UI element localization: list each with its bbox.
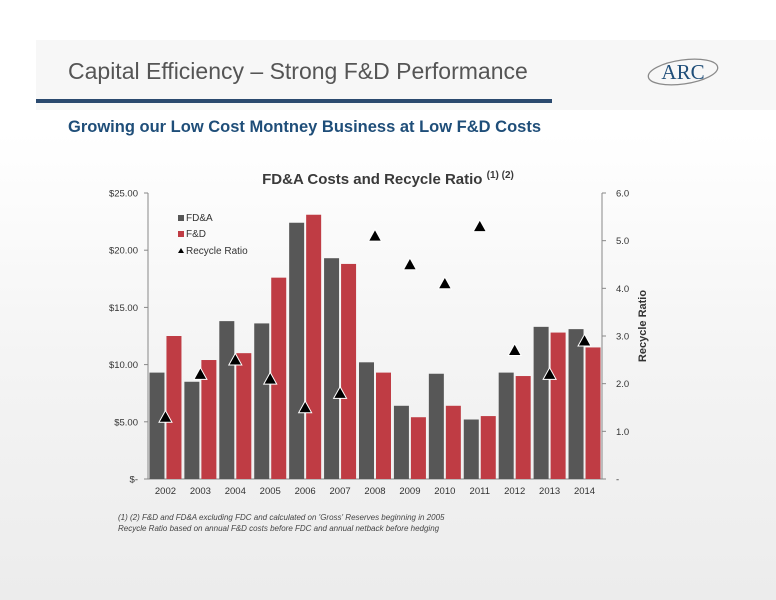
bar-fda [289,222,305,479]
x-tick-label: 2014 [574,486,595,497]
footnote-1: (1) (2) F&D and FD&A excluding FDC and c… [118,513,445,522]
arc-logo: ARC [647,58,719,86]
marker-recycle-ratio [227,352,243,366]
legend-label-recycle-ratio: Recycle Ratio [186,246,248,257]
bar-fd [166,336,182,479]
bar-fd [236,353,252,479]
x-tick-label: 2006 [295,486,316,497]
bar-fd [585,347,601,479]
y-left-tick-label: $20.00 [109,246,138,257]
legend-swatch-fd [178,231,184,237]
bar-fd [201,360,217,479]
slide-subtitle: Growing our Low Cost Montney Business at… [68,118,542,136]
bar-fda [393,405,409,479]
header-rule [36,99,552,103]
bar-fd [445,405,461,479]
bar-fda [568,329,584,479]
marker-recycle-ratio [577,333,592,347]
x-tick-label: 2007 [330,486,351,497]
x-tick-label: 2004 [225,486,246,497]
bar-fda [359,362,374,479]
y-right-tick-label: 1.0 [616,427,629,438]
y-left-tick-label: $10.00 [109,360,138,371]
legend-swatch-recycle-ratio [178,248,184,253]
footnotes: (1) (2) F&D and FD&A excluding FDC and c… [118,512,444,534]
marker-recycle-ratio [332,385,348,399]
x-tick-label: 2010 [434,486,455,497]
slide-title: Capital Efficiency – Strong F&D Performa… [68,58,528,84]
marker-recycle-ratio [402,256,418,271]
x-tick-label: 2003 [190,486,211,497]
x-tick-label: 2009 [399,486,420,497]
y-right-tick-label: 3.0 [616,332,629,343]
x-tick-label: 2008 [364,486,385,497]
y-right-tick-label: - [616,475,619,486]
bar-fda [254,323,270,479]
bar-fd [376,372,391,479]
marker-recycle-ratio [262,371,278,385]
bar-fd [515,376,531,479]
bar-fd [480,416,496,479]
chart-title-superscript: (1) (2) [486,170,514,181]
header-band [36,40,776,110]
x-tick-label: 2013 [539,486,560,497]
footnote-2: Recycle Ratio based on annual F&D costs … [118,524,440,533]
bar-fda [498,372,514,479]
chart-title: FD&A Costs and Recycle Ratio (1) (2) [0,170,776,188]
bar-fd [550,332,566,479]
marker-recycle-ratio [507,342,523,356]
marker-recycle-ratio [542,366,557,380]
marker-recycle-ratio [367,228,383,242]
x-tick-label: 2002 [155,486,176,497]
legend-label-fd: F&D [186,229,206,240]
legend-label-fda: FD&A [186,213,213,224]
marker-recycle-ratio [472,218,488,233]
arc-logo-text: ARC [661,60,704,84]
chart-title-text: FD&A Costs and Recycle Ratio [262,171,483,188]
marker-recycle-ratio [297,399,313,414]
y-left-tick-label: $- [130,475,138,486]
y-right-tick-label: 4.0 [616,284,629,295]
bar-fda [149,372,165,479]
bar-fd [410,417,426,479]
y-left-tick-label: $25.00 [109,189,138,200]
y-right-axis-label: Recycle Ratio [637,290,649,362]
x-tick-label: 2011 [470,486,490,497]
marker-recycle-ratio [437,276,453,290]
bar-fda [533,326,549,479]
bar-fda [463,419,479,479]
y-left-tick-label: $5.00 [114,417,138,428]
bar-fd [306,214,322,479]
bar-fda [428,373,444,479]
y-left-tick-label: $15.00 [109,303,138,314]
bar-fda [219,321,235,479]
y-right-tick-label: 2.0 [616,379,629,390]
y-right-tick-label: 6.0 [616,189,629,200]
x-tick-label: 2012 [504,486,525,497]
y-right-tick-label: 5.0 [616,236,629,247]
x-tick-label: 2005 [260,486,281,497]
bar-fd [271,277,287,479]
legend-swatch-fda [178,215,184,221]
marker-recycle-ratio [193,366,208,380]
bar-fda [184,381,200,479]
bar-fd [341,263,357,479]
marker-recycle-ratio [158,409,173,423]
bar-fda [324,258,340,479]
